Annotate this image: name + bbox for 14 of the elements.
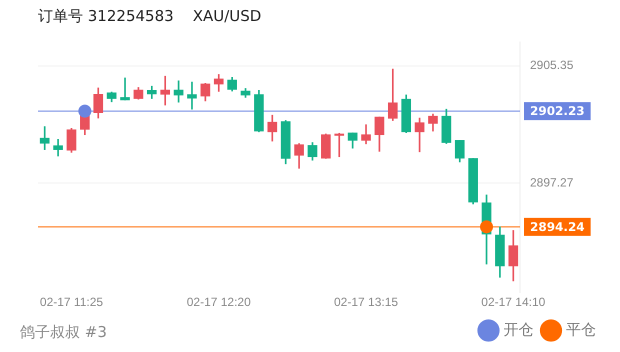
legend-label: 平仓 <box>566 320 596 338</box>
legend-label: 开仓 <box>504 320 534 338</box>
x-tick-label: 02-17 12:20 <box>186 295 252 310</box>
x-tick-label: 02-17 14:10 <box>481 295 546 310</box>
text: 鸽子叔叔 #3 <box>20 322 107 341</box>
chart-title: 订单号 312254583 XAU/USD <box>38 6 262 25</box>
candlestick <box>187 82 197 110</box>
ref-line-label: 2894.24 <box>530 220 585 234</box>
candlestick <box>120 78 130 100</box>
y-tick-label: 2897.27 <box>530 175 574 190</box>
y-tick-label: 2905.35 <box>530 58 574 72</box>
x-tick-label: 02-17 13:15 <box>334 295 398 310</box>
ref-line-label: 2902.23 <box>530 104 585 118</box>
x-tick-label: 02-17 11:25 <box>40 295 104 310</box>
